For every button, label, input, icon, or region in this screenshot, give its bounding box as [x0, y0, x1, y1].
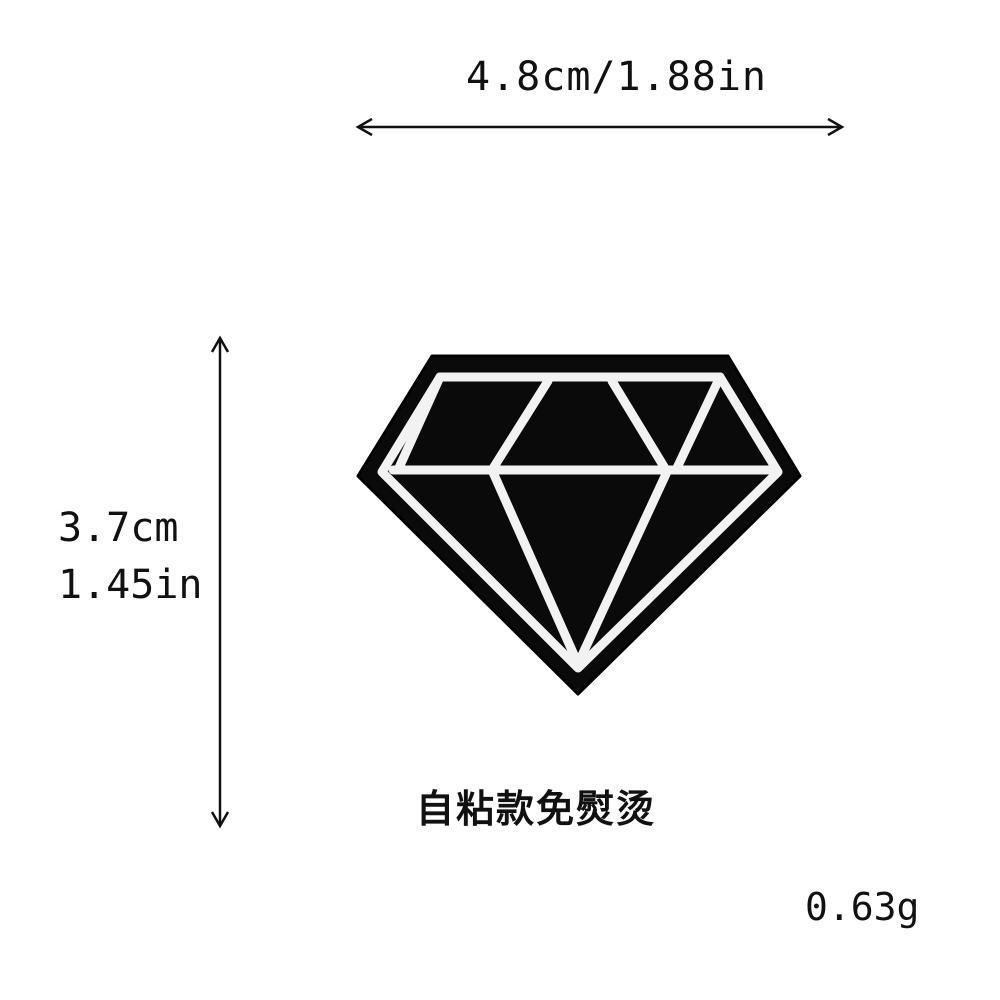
- width-arrow: [355, 117, 845, 137]
- width-dimension-label: 4.8cm/1.88in: [466, 54, 767, 100]
- height-arrow: [210, 335, 230, 829]
- weight-label: 0.63g: [805, 885, 920, 929]
- product-note-label: 自粘款免熨烫: [416, 786, 657, 831]
- height-in-label: 1.45in: [58, 562, 203, 608]
- diamond-patch-image: [356, 354, 802, 696]
- patch-stitching: [377, 372, 783, 673]
- height-cm-label: 3.7cm: [58, 505, 179, 551]
